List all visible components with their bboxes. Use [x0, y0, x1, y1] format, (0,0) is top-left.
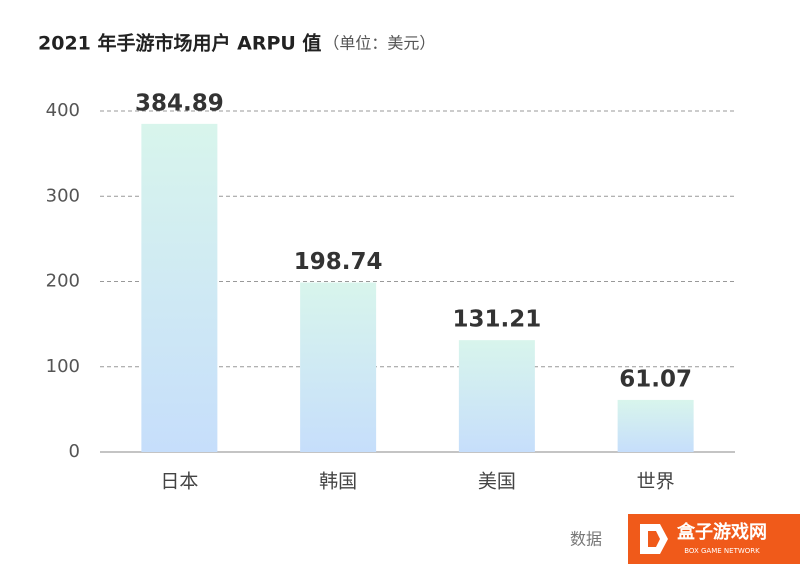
x-tick-label: 世界	[637, 471, 675, 493]
x-tick-label: 美国	[478, 471, 516, 493]
watermark: 盒子游戏网 BOX GAME NETWORK	[628, 514, 800, 564]
y-tick-label: 0	[69, 441, 80, 462]
data-label: 61.07	[619, 366, 692, 392]
x-tick-label: 日本	[160, 471, 198, 493]
watermark-title: 盒子游戏网	[677, 521, 767, 543]
watermark-logo	[640, 524, 668, 554]
y-tick-label: 100	[46, 356, 80, 377]
y-tick-label: 300	[46, 185, 80, 206]
bar	[300, 282, 377, 452]
bar	[141, 123, 218, 452]
data-label: 384.89	[135, 90, 224, 116]
x-tick-label: 韩国	[319, 471, 357, 493]
chart-title: 2021 年手游市场用户 ARPU 值	[38, 32, 321, 55]
chart-subtitle: （单位：美元）	[323, 34, 435, 53]
bar	[458, 340, 535, 452]
watermark-bg	[628, 514, 800, 564]
bar	[617, 399, 694, 452]
y-tick-label: 200	[46, 271, 80, 292]
data-label: 198.74	[294, 249, 383, 275]
y-tick-label: 400	[46, 100, 80, 121]
source-note: 数据	[570, 530, 602, 549]
watermark-subtitle: BOX GAME NETWORK	[684, 547, 760, 555]
data-label: 131.21	[452, 307, 541, 333]
